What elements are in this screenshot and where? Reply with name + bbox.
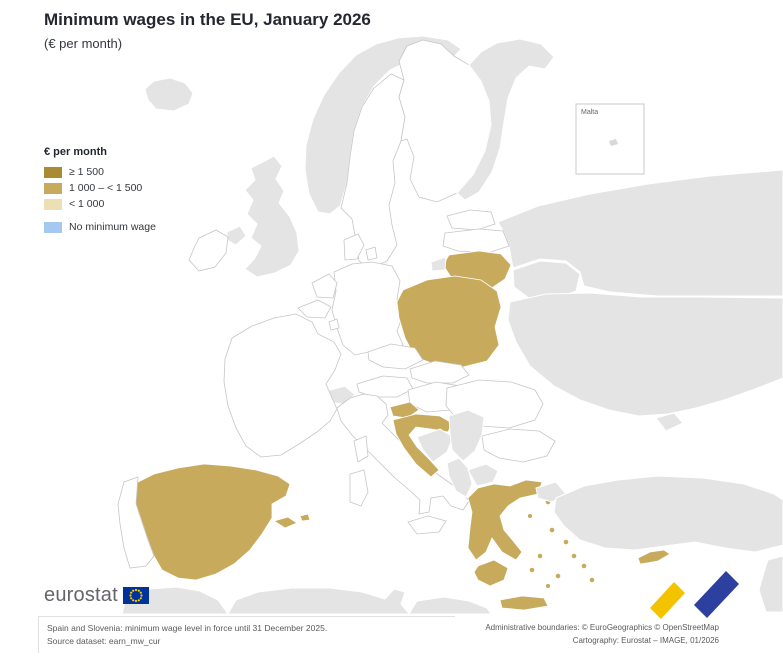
image-logo-ribbons <box>650 571 739 619</box>
legend-row-no-minimum-wage: No minimum wage <box>44 221 156 233</box>
country-belgium <box>297 299 332 319</box>
country-italy <box>336 393 470 515</box>
country-iceland <box>144 77 194 112</box>
country-estonia <box>446 209 496 231</box>
country-turkey <box>553 475 783 553</box>
malta-inset-box <box>575 103 645 175</box>
denmark-island <box>365 246 378 261</box>
attribution: Administrative boundaries: © EuroGeograp… <box>485 622 719 648</box>
country-russia-north <box>456 38 555 201</box>
greek-island <box>563 539 569 545</box>
country-spain <box>133 463 291 581</box>
legend-label-lt-1000: < 1 000 <box>69 198 105 210</box>
northern-ireland <box>226 225 247 246</box>
country-cyprus <box>637 549 671 565</box>
country-russia <box>497 169 783 297</box>
legend-label-1000-1500: 1 000 – < 1 500 <box>69 182 143 194</box>
country-latvia <box>442 228 510 254</box>
legend-gap <box>44 214 156 221</box>
footnote-wage-level: Spain and Slovenia: minimum wage level i… <box>47 623 328 633</box>
country-luxembourg <box>328 318 340 331</box>
greek-island <box>545 583 551 589</box>
country-libya <box>408 596 492 615</box>
country-germany <box>331 261 404 356</box>
blue-ribbon <box>694 571 739 618</box>
balearic-island-small <box>299 513 311 522</box>
country-netherlands <box>311 273 338 299</box>
country-france <box>223 313 342 458</box>
country-belarus <box>512 260 581 300</box>
peloponnese <box>473 559 509 587</box>
corsica <box>353 435 369 463</box>
country-united-kingdom <box>244 155 300 278</box>
legend-title: € per month <box>44 146 107 158</box>
greek-island <box>549 527 555 533</box>
country-denmark <box>343 233 365 261</box>
eurostat-logo: eurostat <box>44 584 149 607</box>
crete <box>499 595 549 611</box>
legend-row-lt-1000: < 1 000 <box>44 198 156 210</box>
greek-island <box>527 513 533 519</box>
sardinia <box>349 469 369 507</box>
country-kaliningrad <box>430 256 447 272</box>
eu-flag-icon <box>122 587 149 604</box>
yellow-ribbon <box>650 582 685 619</box>
greek-islands <box>527 499 595 589</box>
country-serbia <box>448 409 485 462</box>
legend-swatch-no-minimum-wage <box>44 221 62 233</box>
greek-island <box>537 553 543 559</box>
legend-swatch-1000-1500 <box>44 182 62 194</box>
footnote-source-dataset: Source dataset: earn_mw_cur <box>47 636 161 647</box>
country-bulgaria <box>481 428 556 463</box>
page-title: Minimum wages in the EU, January 2026 <box>44 10 371 29</box>
sicily <box>407 515 447 535</box>
country-austria <box>356 375 414 398</box>
eurostat-wordmark: eurostat <box>44 584 118 606</box>
greek-island <box>529 567 535 573</box>
country-greece <box>467 479 543 561</box>
levant-coast <box>758 555 783 613</box>
country-portugal <box>117 476 155 569</box>
attribution-boundaries: Administrative boundaries: © EuroGeograp… <box>485 623 719 632</box>
greek-island <box>589 577 595 583</box>
country-ireland <box>188 229 229 272</box>
greek-island <box>581 563 587 569</box>
country-north-macedonia <box>467 463 499 487</box>
country-slovenia <box>389 401 420 419</box>
legend-swatch-gte-1500 <box>44 166 62 178</box>
country-poland <box>396 275 502 368</box>
greek-island <box>571 553 577 559</box>
country-ukraine <box>507 292 783 417</box>
country-albania-montenegro <box>446 457 473 498</box>
legend-label-no-minimum-wage: No minimum wage <box>69 221 156 233</box>
greek-island <box>555 573 561 579</box>
legend: € per month ≥ 1 500 1 000 – < 1 500 < 1 … <box>44 146 156 237</box>
country-algeria-tunisia <box>227 587 411 615</box>
balearic-islands <box>273 516 298 529</box>
legend-row-gte-1500: ≥ 1 500 <box>44 166 156 178</box>
crimea <box>655 412 684 432</box>
legend-swatch-lt-1000 <box>44 198 62 210</box>
attribution-cartography: Cartography: Eurostat – IMAGE, 01/2026 <box>572 635 719 645</box>
footnotes: Spain and Slovenia: minimum wage level i… <box>38 616 455 654</box>
malta-inset-label: Malta <box>581 109 598 116</box>
page-subtitle: (€ per month) <box>44 36 123 51</box>
footer: Spain and Slovenia: minimum wage level i… <box>0 616 783 666</box>
country-bosnia <box>416 428 454 463</box>
malta-inset: Malta <box>575 103 645 175</box>
country-slovakia <box>409 360 470 384</box>
country-czechia <box>367 343 424 370</box>
legend-label-gte-1500: ≥ 1 500 <box>69 166 104 178</box>
malta-shape <box>609 139 618 146</box>
legend-row-1000-1500: 1 000 – < 1 500 <box>44 182 156 194</box>
